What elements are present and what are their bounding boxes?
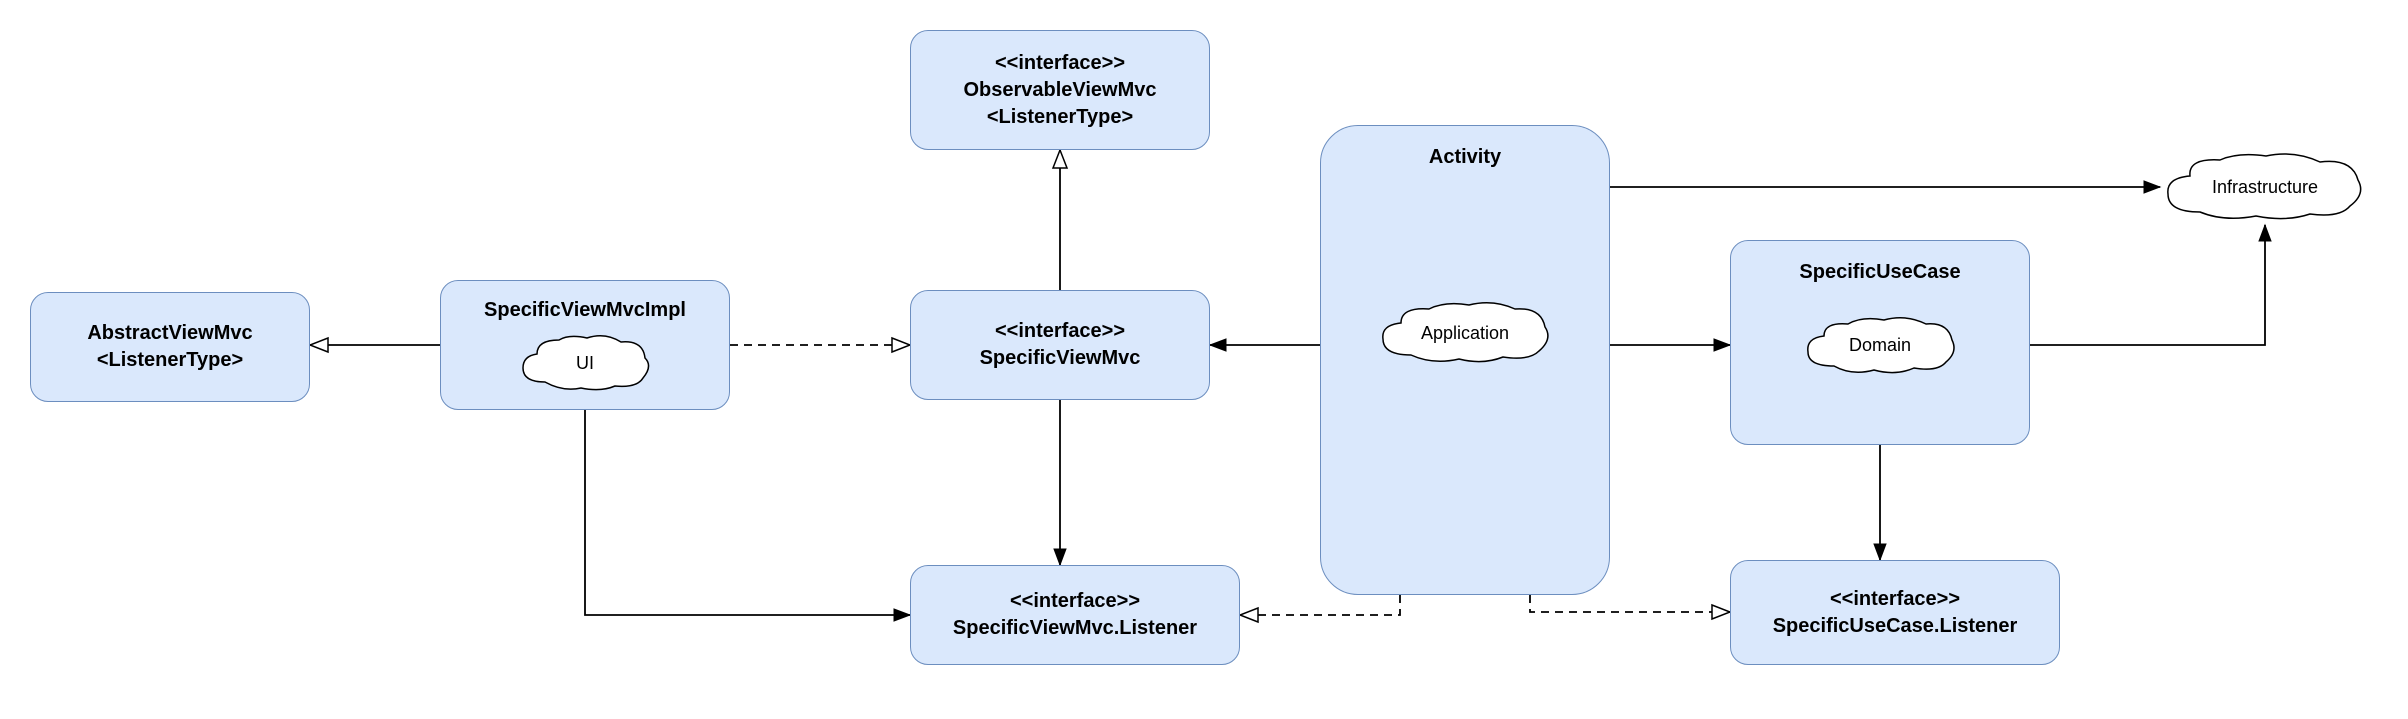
cloud-application: Application (1375, 299, 1555, 367)
cloud-label: Application (1421, 323, 1509, 344)
stereo: <<interface>> (1830, 586, 1960, 613)
cloud-label: Domain (1849, 335, 1911, 356)
node-specific-use-case-listener: <<interface>> SpecificUseCase.Listener (1730, 560, 2060, 665)
node-specific-view-mvc: <<interface>> SpecificViewMvc (910, 290, 1210, 400)
label: SpecificViewMvc.Listener (953, 615, 1197, 642)
stereo: <<interface>> (1010, 588, 1140, 615)
cloud-ui: UI (515, 332, 655, 394)
impl-to-listener (585, 410, 910, 615)
usecase-to-infra (2030, 225, 2265, 345)
node-abstract-view-mvc: AbstractViewMvc <ListenerType> (30, 292, 310, 402)
label: <ListenerType> (97, 347, 243, 374)
activity-realizes-mvclistener (1240, 595, 1400, 615)
label: ObservableViewMvc (963, 77, 1156, 104)
cloud-infrastructure: Infrastructure (2160, 150, 2370, 225)
label: AbstractViewMvc (87, 320, 252, 347)
label: SpecificUseCase (1799, 259, 1960, 286)
activity-realizes-usecaselistener (1530, 595, 1730, 612)
cloud-label: Infrastructure (2212, 177, 2318, 198)
node-observable-view-mvc: <<interface>> ObservableViewMvc <Listene… (910, 30, 1210, 150)
node-specific-view-mvc-listener: <<interface>> SpecificViewMvc.Listener (910, 565, 1240, 665)
label: SpecificViewMvc (980, 345, 1141, 372)
stereo: <<interface>> (995, 318, 1125, 345)
cloud-domain: Domain (1800, 314, 1960, 376)
label: SpecificUseCase.Listener (1773, 613, 2018, 640)
stereo: <<interface>> (995, 50, 1125, 77)
cloud-label: UI (576, 353, 594, 374)
label: Activity (1429, 144, 1501, 171)
label: SpecificViewMvcImpl (484, 297, 686, 324)
label: <ListenerType> (987, 104, 1133, 131)
